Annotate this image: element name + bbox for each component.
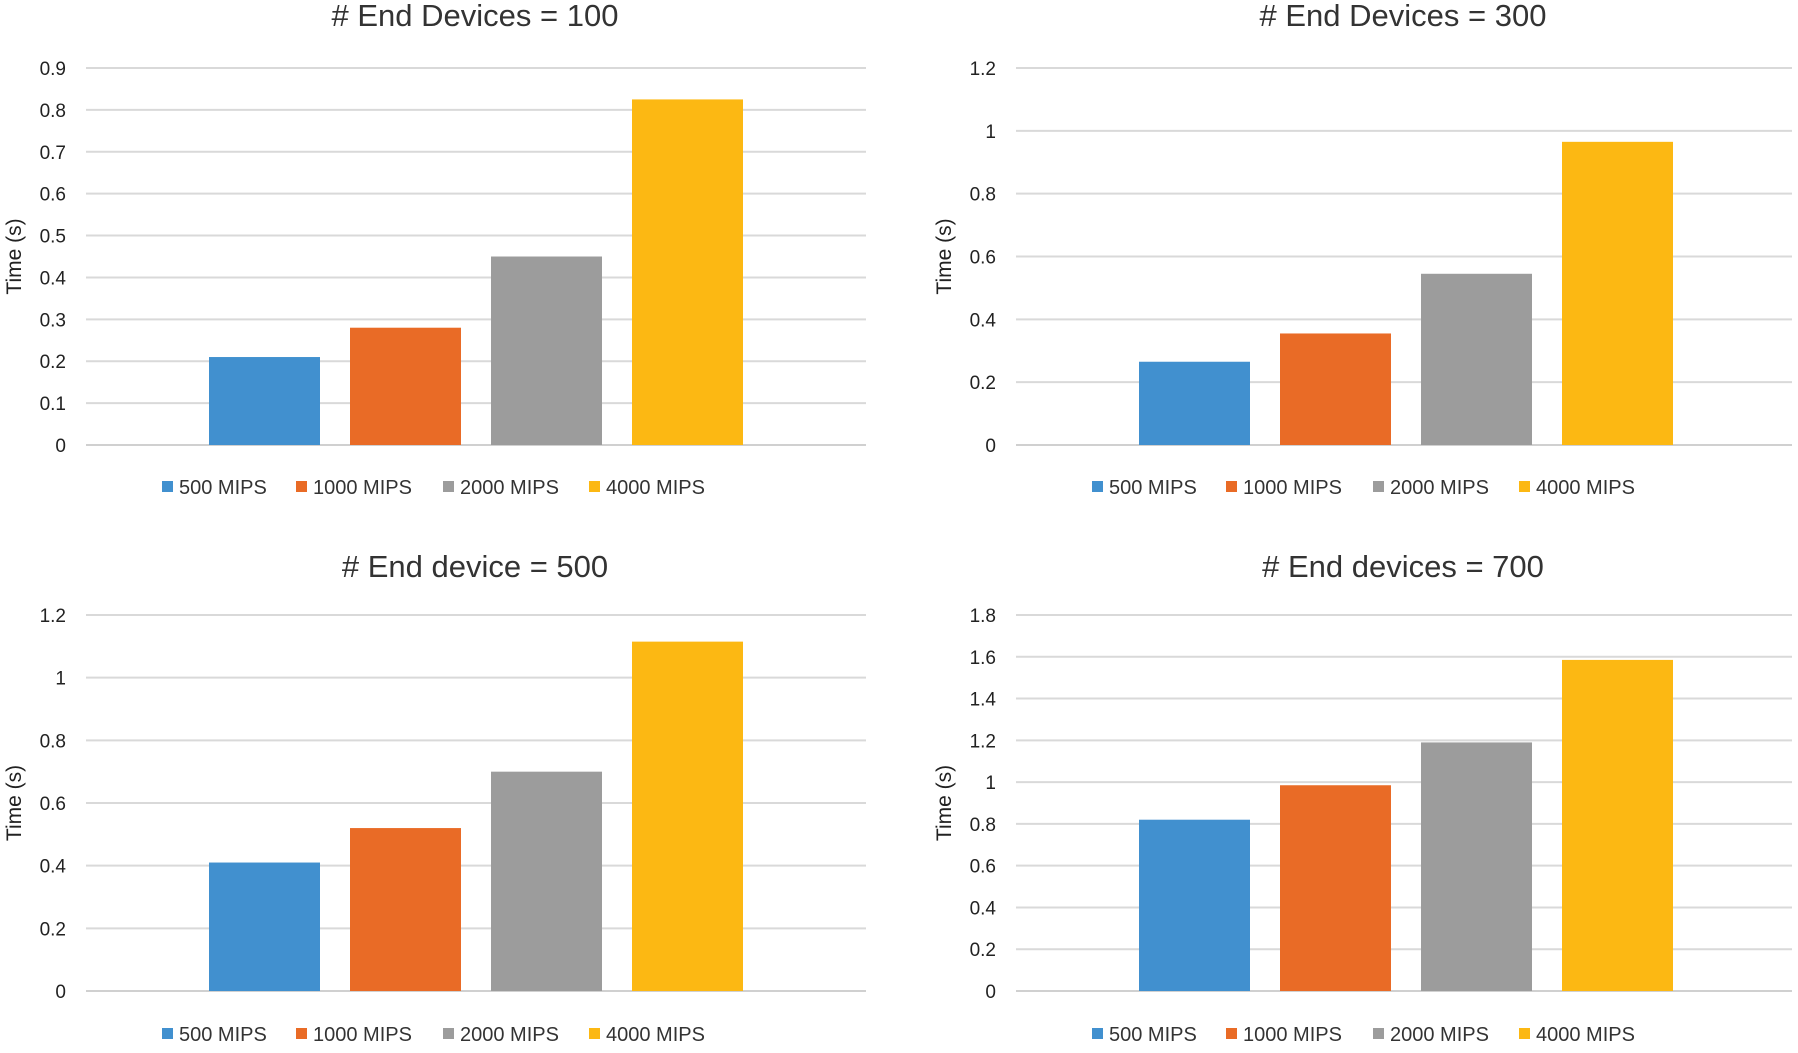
y-tick-label: 0.2 [970, 940, 996, 961]
legend-swatch [443, 1028, 454, 1039]
chart-500-devices: # End device = 500 0 0.2 0.4 0.6 0.8 1 1.2 Time … [3, 549, 866, 1046]
legend-swatch [296, 1028, 307, 1039]
y-tick-label: 1.2 [970, 59, 996, 80]
bar-2000-mips [491, 256, 602, 445]
legend-label: 1000 MIPS [1243, 1024, 1342, 1046]
y-tick-label: 0.2 [40, 352, 66, 373]
chart-panel-100-devices: # End Devices = 100 0 0.1 0.2 0.3 0.4 0.5 0.6 0.… [0, 0, 930, 546]
y-tick-label: 0 [985, 982, 996, 1003]
y-tick-label: 0.7 [40, 143, 66, 164]
bar-500-mips [209, 357, 320, 445]
chart-300-devices: # End Devices = 300 0 0.2 0.4 0.6 0.8 1 1.2 Time… [933, 0, 1792, 499]
y-tick-label: 0.9 [40, 59, 66, 80]
legend-swatch [1092, 481, 1103, 492]
y-tick-label: 0.4 [970, 898, 997, 919]
y-tick-label: 1.2 [970, 731, 996, 752]
chart-panel-300-devices: # End Devices = 300 0 0.2 0.4 0.6 0.8 1 1.2 Time… [930, 0, 1798, 546]
legend-swatch [1519, 1028, 1530, 1039]
chart-panel-500-devices: # End device = 500 0 0.2 0.4 0.6 0.8 1 1.2 Time … [0, 546, 930, 1053]
y-tick-label: 0.8 [970, 815, 996, 836]
bar-4000-mips [1562, 141, 1673, 445]
y-tick-label: 0 [55, 436, 66, 457]
bar-500-mips [1139, 819, 1250, 991]
y-tick-label: 0.2 [40, 919, 66, 940]
legend-swatch [162, 481, 173, 492]
y-axis-title: Time (s) [933, 765, 956, 841]
legend-label: 4000 MIPS [1536, 477, 1635, 499]
legend-label: 2000 MIPS [1390, 1024, 1489, 1046]
y-tick-label: 0.4 [40, 857, 67, 878]
y-tick-label: 0 [55, 982, 66, 1003]
y-tick-label: 0.1 [40, 394, 66, 415]
bar-2000-mips [491, 771, 602, 991]
legend-swatch [1092, 1028, 1103, 1039]
bar-4000-mips [632, 641, 743, 991]
bar-1000-mips [350, 327, 461, 445]
legend-label: 500 MIPS [179, 477, 267, 499]
legend-label: 500 MIPS [1109, 1024, 1197, 1046]
legend-label: 1000 MIPS [313, 477, 412, 499]
legend-swatch [162, 1028, 173, 1039]
y-axis-title: Time (s) [3, 218, 26, 294]
y-tick-label: 1.6 [970, 648, 996, 669]
legend-swatch [1373, 481, 1384, 492]
y-tick-label: 1 [985, 122, 996, 143]
legend-label: 2000 MIPS [460, 477, 559, 499]
y-tick-label: 0.2 [970, 373, 996, 394]
y-tick-label: 1 [55, 669, 66, 690]
bar-4000-mips [632, 99, 743, 446]
legend-swatch [296, 481, 307, 492]
legend-swatch [1226, 1028, 1237, 1039]
y-tick-label: 1.8 [970, 606, 996, 627]
y-tick-label: 0 [985, 436, 996, 457]
chart-panel-700-devices: # End devices = 700 0 0.2 0.4 0.6 0.8 1 1.2 1.4 1… [930, 546, 1798, 1053]
y-tick-label: 0.8 [40, 731, 66, 752]
legend-label: 1000 MIPS [1243, 477, 1342, 499]
bar-500-mips [209, 862, 320, 991]
bar-2000-mips [1421, 742, 1532, 991]
bar-500-mips [1139, 361, 1250, 445]
y-tick-label: 1 [985, 773, 996, 794]
legend-label: 500 MIPS [1109, 477, 1197, 499]
legend-label: 4000 MIPS [1536, 1024, 1635, 1046]
y-tick-label: 0.4 [40, 268, 67, 289]
bar-1000-mips [1280, 333, 1391, 445]
bar-1000-mips [1280, 785, 1391, 991]
legend-label: 4000 MIPS [606, 477, 705, 499]
chart-700-devices: # End devices = 700 0 0.2 0.4 0.6 0.8 1 1.2 1.4 1… [933, 549, 1792, 1046]
chart-title: # End Devices = 300 [1260, 0, 1547, 33]
y-tick-label: 0.3 [40, 310, 66, 331]
chart-100-devices: # End Devices = 100 0 0.1 0.2 0.3 0.4 0.5 0.6 0.… [3, 0, 866, 499]
legend-label: 4000 MIPS [606, 1024, 705, 1046]
chart-title: # End Devices = 100 [332, 0, 619, 33]
y-tick-label: 0.8 [970, 185, 996, 206]
y-tick-label: 1.4 [970, 690, 997, 711]
y-tick-label: 0.4 [970, 310, 997, 331]
legend-swatch [1373, 1028, 1384, 1039]
legend-label: 500 MIPS [179, 1024, 267, 1046]
chart-title: # End devices = 700 [1262, 549, 1544, 584]
legend-label: 2000 MIPS [1390, 477, 1489, 499]
y-tick-label: 0.6 [970, 857, 996, 878]
legend-swatch [589, 1028, 600, 1039]
y-tick-label: 0.6 [970, 248, 996, 269]
y-tick-label: 1.2 [40, 606, 66, 627]
legend-swatch [443, 481, 454, 492]
y-tick-label: 0.6 [40, 794, 66, 815]
y-tick-label: 0.6 [40, 185, 66, 206]
bar-2000-mips [1421, 273, 1532, 445]
y-tick-label: 0.8 [40, 101, 66, 122]
legend-swatch [1519, 481, 1530, 492]
bar-1000-mips [350, 828, 461, 991]
legend-swatch [1226, 481, 1237, 492]
legend-label: 1000 MIPS [313, 1024, 412, 1046]
y-tick-label: 0.5 [40, 227, 66, 248]
y-axis-title: Time (s) [3, 765, 26, 841]
legend-swatch [589, 481, 600, 492]
chart-title: # End device = 500 [342, 549, 608, 584]
y-axis-title: Time (s) [933, 218, 956, 294]
bar-4000-mips [1562, 659, 1673, 991]
legend-label: 2000 MIPS [460, 1024, 559, 1046]
